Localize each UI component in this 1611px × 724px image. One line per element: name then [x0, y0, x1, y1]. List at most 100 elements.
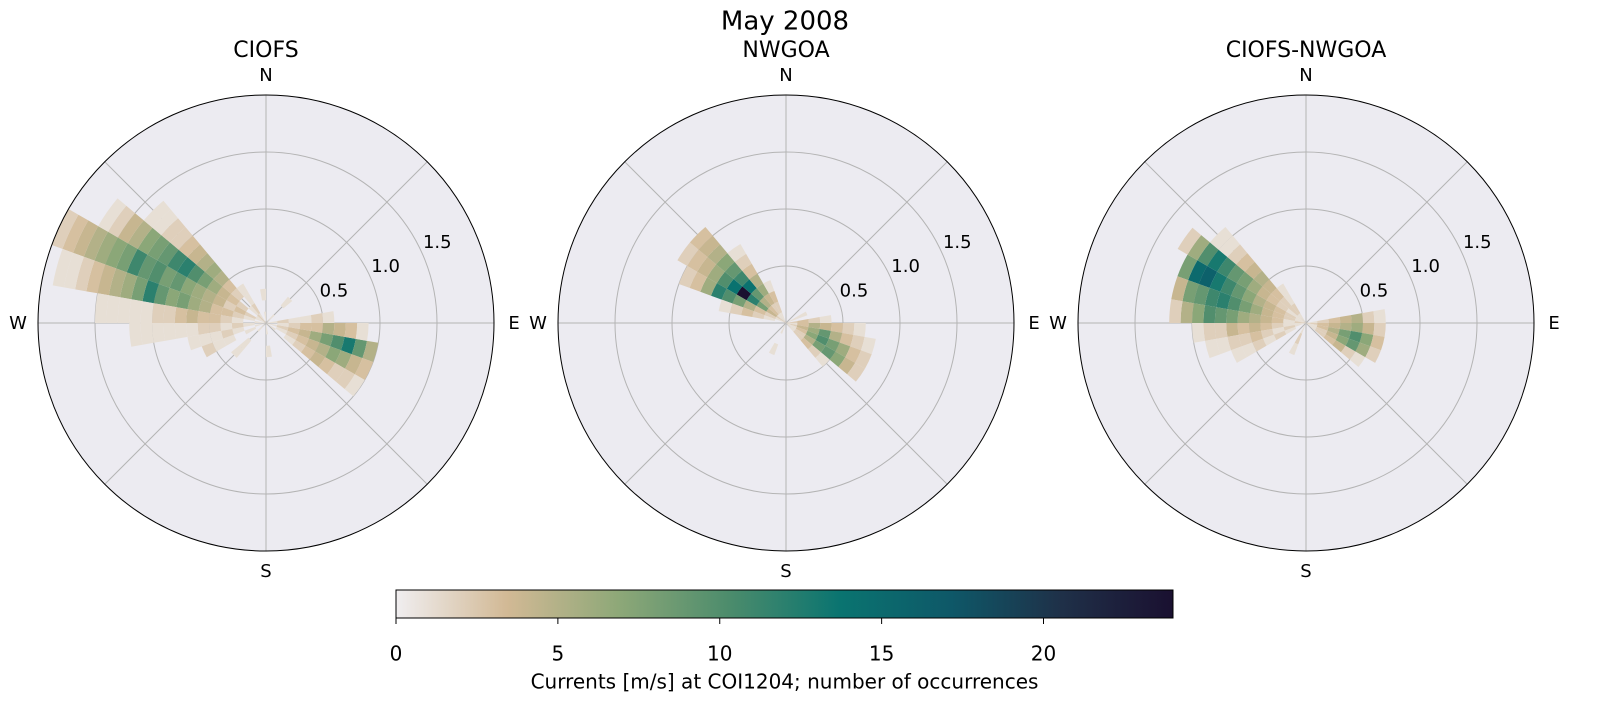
histogram-cell — [243, 315, 256, 322]
histogram-cell — [129, 323, 143, 347]
histogram-cell — [147, 235, 170, 261]
histogram-cell — [780, 312, 786, 323]
histogram-cell — [231, 323, 244, 329]
histogram-cell — [1296, 315, 1306, 323]
histogram-cell — [1252, 294, 1267, 308]
histogram-cell — [1298, 313, 1306, 323]
histogram-cell — [127, 220, 153, 249]
histogram-cell — [221, 307, 234, 318]
histogram-cell — [163, 323, 177, 341]
histogram-cell — [1284, 326, 1297, 335]
histogram-cell — [148, 260, 168, 285]
histogram-cell — [700, 277, 717, 296]
histogram-cell — [1262, 279, 1277, 294]
histogram-cell — [687, 249, 708, 272]
histogram-cell — [258, 313, 266, 323]
histogram-cell — [254, 321, 266, 323]
histogram-cell — [231, 288, 245, 302]
histogram-cell — [236, 283, 249, 297]
histogram-cell — [1284, 311, 1297, 320]
histogram-cell — [322, 311, 335, 323]
histogram-cell — [266, 323, 278, 327]
histogram-cell — [1316, 324, 1329, 331]
histogram-cell — [734, 253, 752, 271]
histogram-cell — [1297, 314, 1306, 323]
histogram-cell — [1295, 317, 1306, 323]
histogram-cell — [355, 323, 369, 341]
histogram-cell — [62, 214, 89, 253]
histogram-cell — [75, 256, 95, 292]
histogram-cell — [749, 273, 764, 289]
histogram-cell — [254, 323, 266, 327]
histogram-cell — [1276, 283, 1289, 297]
histogram-cell — [51, 209, 79, 249]
histogram-cell — [774, 301, 783, 314]
histogram-cell — [255, 317, 266, 323]
histogram-cell — [143, 200, 171, 228]
histogram-cell — [1241, 288, 1257, 304]
histogram-cell — [256, 315, 266, 323]
histogram-cell — [310, 313, 323, 323]
histogram-cell — [763, 280, 775, 294]
histogram-cell — [1263, 334, 1277, 346]
histogram-cell — [201, 288, 217, 304]
histogram-cell — [362, 340, 379, 362]
histogram-cell — [129, 299, 143, 323]
histogram-cell — [196, 271, 214, 289]
histogram-cell — [793, 330, 804, 341]
histogram-cell — [780, 323, 786, 334]
histogram-cell — [169, 226, 193, 250]
histogram-cell — [727, 244, 747, 262]
histogram-cell — [1300, 323, 1306, 334]
histogram-cell — [300, 345, 316, 360]
histogram-cell — [815, 352, 830, 367]
histogram-cell — [1226, 309, 1239, 323]
histogram-cell — [1204, 338, 1221, 359]
histogram-cell — [244, 293, 255, 306]
histogram-cell — [97, 264, 117, 296]
histogram-cell — [1276, 301, 1289, 312]
histogram-cell — [1188, 260, 1208, 285]
histogram-cell — [819, 315, 832, 323]
histogram-cell — [94, 231, 118, 265]
histogram-cell — [216, 286, 232, 301]
histogram-cell — [1238, 299, 1253, 314]
histogram-cell — [1294, 319, 1306, 323]
histogram-cell — [157, 242, 179, 266]
histogram-cell — [140, 301, 154, 323]
histogram-cell — [239, 337, 252, 350]
histogram-cell — [1226, 323, 1239, 337]
histogram-cell — [137, 227, 162, 255]
histogram-cell — [213, 270, 230, 287]
histogram-cell — [283, 334, 296, 345]
histogram-cell — [1241, 342, 1257, 358]
histogram-cell — [288, 323, 301, 329]
histogram-cell — [1207, 249, 1228, 272]
histogram-cell — [333, 323, 346, 337]
histogram-cell — [819, 323, 832, 331]
histogram-cell — [721, 288, 737, 304]
histogram-cell — [1237, 323, 1250, 335]
histogram-cell — [248, 305, 259, 316]
histogram-cell — [163, 305, 177, 323]
histogram-cell — [1236, 253, 1255, 272]
histogram-cell — [226, 293, 240, 306]
r-tick-label: 1.0 — [1411, 256, 1440, 277]
histogram-cell — [299, 323, 312, 331]
histogram-cell — [126, 248, 148, 277]
histogram-cell — [795, 311, 808, 320]
histogram-cell — [232, 311, 245, 320]
histogram-cell — [1279, 296, 1292, 309]
histogram-cell — [1283, 319, 1295, 323]
histogram-cell — [803, 334, 816, 345]
r-tick-label: 1.0 — [891, 256, 920, 277]
histogram-cell — [741, 307, 754, 318]
theta-tick-label: E — [1548, 313, 1559, 334]
histogram-cell — [1182, 280, 1199, 304]
colorbar-tick-label: 20 — [1031, 642, 1056, 666]
histogram-cell — [152, 303, 165, 323]
histogram-cell — [120, 272, 138, 300]
histogram-cell — [1252, 338, 1267, 352]
histogram-cell — [335, 350, 352, 369]
histogram-cell — [718, 299, 733, 314]
